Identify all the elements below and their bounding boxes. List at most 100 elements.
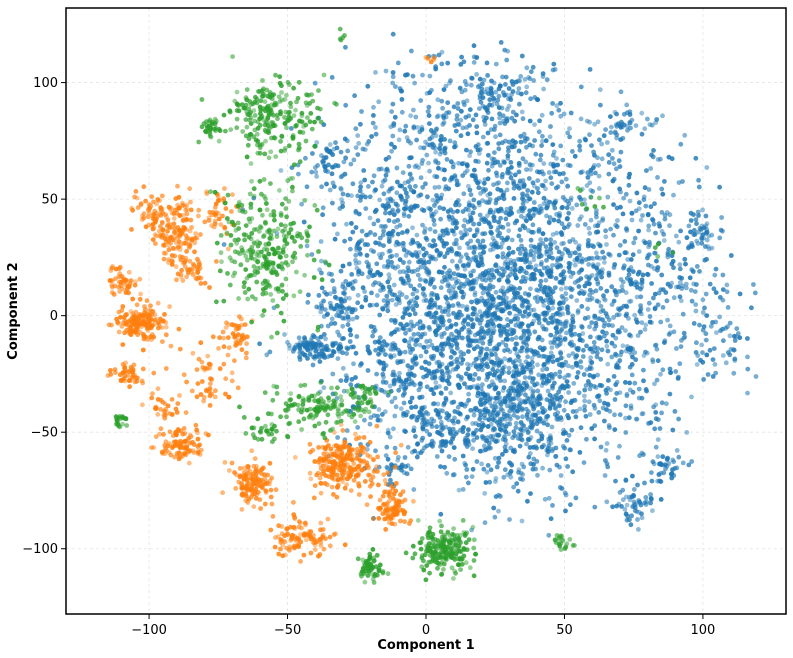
data-point [471, 197, 477, 203]
data-point [536, 438, 542, 444]
data-point [549, 319, 555, 325]
data-point [626, 272, 632, 277]
data-point [462, 232, 467, 238]
data-point [395, 264, 401, 270]
data-point [503, 216, 509, 222]
data-point [519, 518, 525, 524]
data-point [659, 210, 665, 215]
data-point [477, 106, 482, 111]
data-point [585, 170, 591, 176]
data-point [482, 273, 487, 278]
data-point [557, 319, 563, 325]
data-point [422, 420, 428, 426]
data-point [470, 322, 476, 327]
data-point [431, 238, 436, 244]
data-point [441, 241, 447, 246]
data-point [577, 138, 583, 144]
data-point [417, 277, 423, 282]
data-point [559, 294, 565, 299]
data-point [491, 243, 496, 249]
data-point [434, 248, 440, 254]
data-point [306, 292, 311, 298]
data-point [544, 249, 550, 254]
data-point [631, 240, 637, 246]
data-point [453, 321, 459, 327]
data-point [519, 303, 525, 308]
data-point [359, 361, 364, 367]
data-point [499, 422, 505, 428]
data-point [522, 375, 528, 380]
data-point [398, 276, 404, 282]
data-point [479, 313, 485, 319]
data-point [456, 160, 461, 166]
data-point [171, 216, 177, 221]
data-point [526, 323, 531, 328]
data-point [480, 290, 486, 296]
data-point [538, 152, 544, 158]
data-point [633, 208, 639, 214]
data-point [332, 289, 337, 295]
data-point [500, 339, 506, 345]
data-point [567, 163, 573, 169]
data-point [577, 194, 582, 200]
data-point [381, 298, 387, 303]
data-point [540, 324, 545, 329]
data-point [152, 232, 158, 238]
data-point [663, 290, 669, 295]
data-point [671, 329, 677, 335]
data-point [674, 448, 680, 453]
data-point [612, 288, 618, 293]
data-point [605, 401, 611, 407]
data-point [448, 354, 454, 360]
data-point [607, 408, 613, 414]
data-point [589, 426, 595, 431]
data-point [558, 100, 563, 106]
data-point [597, 398, 603, 404]
data-point [637, 453, 642, 459]
data-point [615, 218, 620, 223]
data-point [456, 330, 462, 335]
data-point [503, 448, 508, 454]
data-point [445, 60, 451, 66]
data-point [506, 139, 512, 145]
data-point [543, 327, 549, 332]
data-point [611, 298, 617, 304]
data-point [531, 272, 537, 277]
data-point [518, 391, 524, 396]
data-point [350, 229, 356, 235]
data-point [248, 475, 254, 481]
data-point [494, 101, 500, 107]
data-point [302, 335, 307, 341]
data-point [361, 168, 367, 173]
data-point [508, 97, 514, 103]
data-point [568, 323, 574, 329]
data-point [725, 305, 731, 310]
data-point [414, 295, 420, 301]
data-point [398, 193, 403, 199]
data-point [354, 334, 360, 339]
series-points [105, 55, 437, 564]
data-point [493, 61, 499, 67]
data-point [580, 338, 585, 344]
data-point [477, 309, 483, 315]
data-point [751, 282, 756, 287]
data-point [153, 434, 159, 440]
data-point [609, 124, 614, 130]
data-point [507, 416, 513, 422]
data-point [642, 480, 647, 486]
data-point [627, 278, 633, 284]
data-point [529, 413, 535, 419]
data-point [597, 87, 603, 93]
data-point [745, 390, 750, 396]
data-point [517, 268, 523, 274]
data-point [578, 364, 584, 370]
data-point [418, 353, 424, 359]
data-point [160, 339, 165, 344]
data-point [596, 220, 602, 226]
data-point [463, 227, 469, 233]
data-point [485, 463, 491, 468]
data-point [435, 160, 441, 166]
data-point [695, 353, 701, 358]
data-point [710, 320, 715, 325]
data-point [426, 361, 432, 366]
